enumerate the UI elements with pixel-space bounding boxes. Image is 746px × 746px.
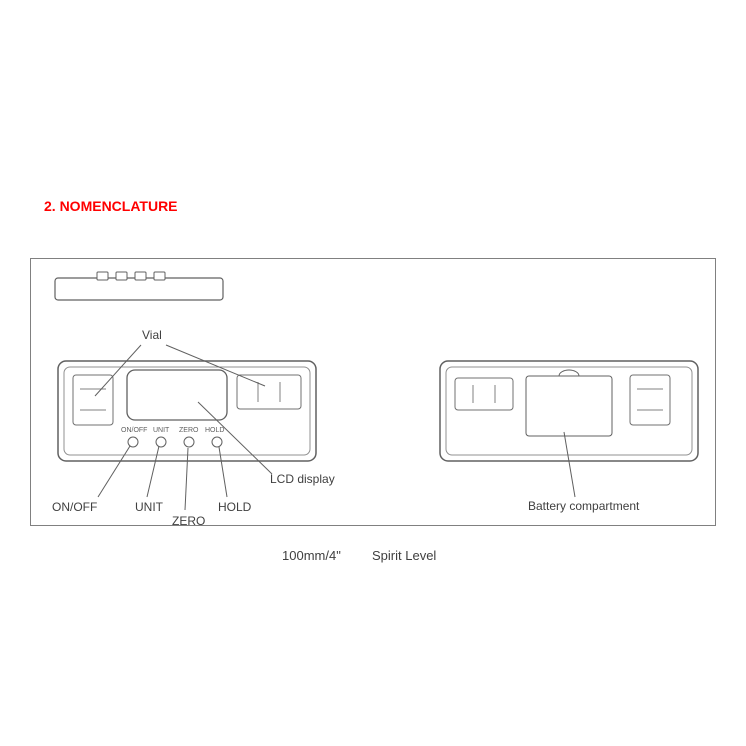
- label-battery: Battery compartment: [528, 499, 639, 513]
- caption-title: Spirit Level: [372, 548, 436, 563]
- section-title: 2. NOMENCLATURE: [44, 198, 178, 214]
- btn-label-zero: ZERO: [179, 427, 198, 434]
- label-vial: Vial: [142, 328, 162, 342]
- btn-label-unit: UNIT: [153, 427, 169, 434]
- label-lcd: LCD display: [270, 472, 335, 486]
- label-onoff: ON/OFF: [52, 500, 97, 514]
- btn-label-onoff: ON/OFF: [121, 427, 147, 434]
- label-zero: ZERO: [172, 514, 205, 528]
- diagram-frame: [30, 258, 716, 526]
- label-hold: HOLD: [218, 500, 251, 514]
- btn-label-hold: HOLD: [205, 427, 224, 434]
- caption-size: 100mm/4": [282, 548, 341, 563]
- label-unit: UNIT: [135, 500, 163, 514]
